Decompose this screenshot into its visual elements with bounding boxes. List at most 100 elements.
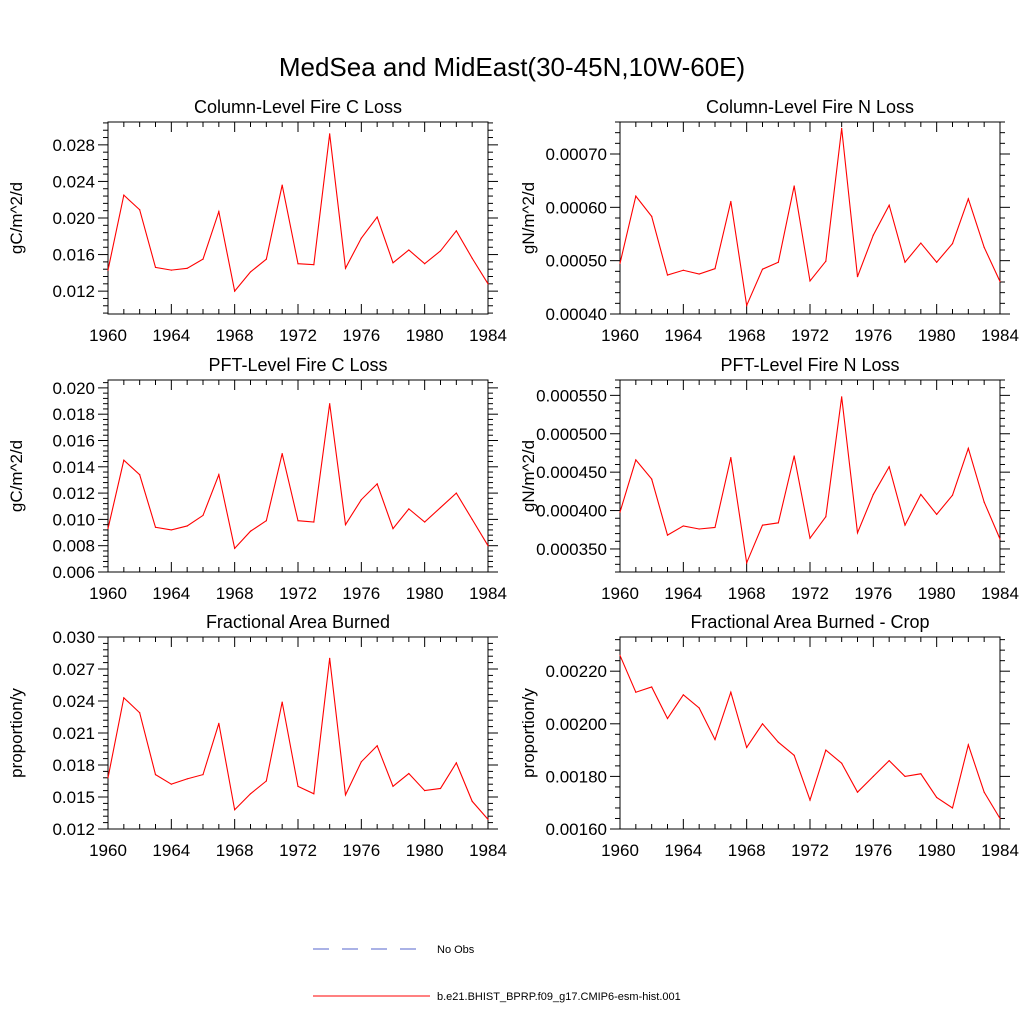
data-point	[249, 793, 252, 795]
x-tick-label: 1960	[89, 326, 127, 345]
x-tick-label: 1984	[981, 584, 1019, 603]
data-point	[666, 534, 669, 536]
data-point	[123, 194, 125, 196]
y-tick-label: 0.014	[52, 458, 95, 477]
x-tick-label: 1976	[854, 584, 892, 603]
data-point	[967, 744, 969, 746]
x-tick-label: 1968	[728, 841, 766, 860]
data-point	[983, 501, 985, 503]
data-point	[392, 262, 394, 264]
y-tick-label: 0.00060	[546, 198, 607, 217]
x-tick-label: 1968	[728, 326, 766, 345]
x-tick-label: 1984	[469, 584, 507, 603]
data-point	[682, 525, 684, 527]
data-point	[951, 494, 954, 496]
panel-title: Fractional Area Burned	[206, 612, 390, 632]
data-point	[730, 200, 732, 203]
data-point	[746, 562, 748, 564]
data-point	[329, 657, 331, 659]
panels: Column-Level Fire C Loss gC/m^2/d 1960 1964…	[7, 97, 1019, 860]
y-tick-label: 0.00050	[546, 252, 607, 271]
data-point	[344, 267, 347, 269]
data-point	[392, 528, 394, 530]
data-point	[408, 772, 410, 775]
data-point	[487, 818, 489, 821]
data-point	[936, 796, 938, 799]
data-point	[455, 762, 457, 764]
data-point	[983, 246, 985, 248]
data-point	[360, 761, 362, 763]
series-line	[619, 128, 1001, 308]
data-point	[682, 269, 684, 271]
y-tick-label: 0.020	[52, 379, 95, 398]
data-point	[281, 701, 283, 703]
data-point	[154, 774, 157, 776]
y-tick-label: 0.000350	[536, 540, 607, 559]
data-point	[439, 787, 442, 790]
x-tick-label: 1960	[601, 584, 639, 603]
data-point	[619, 511, 621, 513]
data-point	[487, 283, 489, 285]
data-point	[186, 525, 188, 527]
data-point	[202, 774, 204, 776]
data-point	[455, 492, 457, 494]
data-point	[951, 807, 954, 809]
data-point	[313, 793, 315, 795]
data-point	[265, 520, 267, 522]
panel-column-level-fire-c-loss: Column-Level Fire C Loss gC/m^2/d 1960 1964…	[7, 97, 507, 345]
y-axis-label: gC/m^2/d	[7, 182, 26, 254]
panel-pft-level-fire-n-loss: PFT-Level Fire N Loss gN/m^2/d 1960 1964 196…	[519, 355, 1019, 603]
y-axis-label: gC/m^2/d	[7, 440, 26, 512]
x-tick-label: 1960	[89, 841, 127, 860]
y-tick-label: 0.018	[52, 405, 95, 424]
data-point	[376, 483, 378, 485]
data-point	[408, 508, 410, 510]
y-tick-label: 0.028	[52, 136, 95, 155]
x-tick-label: 1980	[406, 584, 444, 603]
data-point	[344, 524, 347, 526]
x-tick-label: 1976	[342, 326, 380, 345]
y-tick-label: 0.000500	[536, 425, 607, 444]
data-point	[651, 686, 653, 688]
x-tick-label: 1980	[406, 326, 444, 345]
plot-frame	[619, 379, 1001, 573]
data-point	[297, 785, 299, 787]
x-tick-label: 1968	[728, 584, 766, 603]
data-point	[392, 785, 394, 787]
y-tick-label: 0.016	[52, 431, 95, 450]
data-point	[825, 260, 827, 262]
data-point	[123, 697, 125, 699]
data-point	[107, 269, 109, 271]
x-tick-label: 1972	[279, 326, 317, 345]
data-point	[471, 518, 473, 520]
data-point	[714, 738, 716, 741]
y-tick-label: 0.021	[52, 724, 95, 743]
x-tick-label: 1976	[854, 841, 892, 860]
data-point	[841, 396, 843, 398]
series-line	[619, 655, 1001, 819]
data-point	[920, 773, 922, 775]
data-point	[313, 521, 315, 523]
data-point	[297, 520, 299, 522]
x-tick-label: 1976	[342, 584, 380, 603]
plot-frame	[107, 379, 489, 573]
data-point	[471, 800, 473, 802]
data-point	[951, 243, 954, 245]
data-point	[872, 493, 874, 496]
data-point	[872, 234, 874, 236]
x-tick-label: 1972	[279, 584, 317, 603]
data-point	[619, 262, 621, 264]
data-point	[730, 456, 732, 459]
panel-pft-level-fire-c-loss: PFT-Level Fire C Loss gC/m^2/d 1960 1964 196…	[7, 355, 507, 603]
data-point	[793, 754, 795, 756]
x-tick-label: 1968	[216, 841, 254, 860]
data-point	[856, 532, 859, 534]
y-axis-label: proportion/y	[7, 688, 26, 778]
data-point	[714, 268, 716, 270]
data-point	[313, 264, 315, 266]
data-point	[809, 799, 811, 801]
data-point	[202, 514, 204, 517]
data-point	[249, 530, 252, 532]
data-point	[329, 133, 331, 135]
data-point	[698, 273, 700, 275]
